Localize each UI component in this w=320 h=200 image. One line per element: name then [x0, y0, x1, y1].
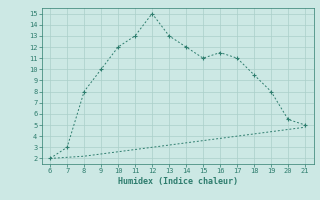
- X-axis label: Humidex (Indice chaleur): Humidex (Indice chaleur): [118, 177, 237, 186]
